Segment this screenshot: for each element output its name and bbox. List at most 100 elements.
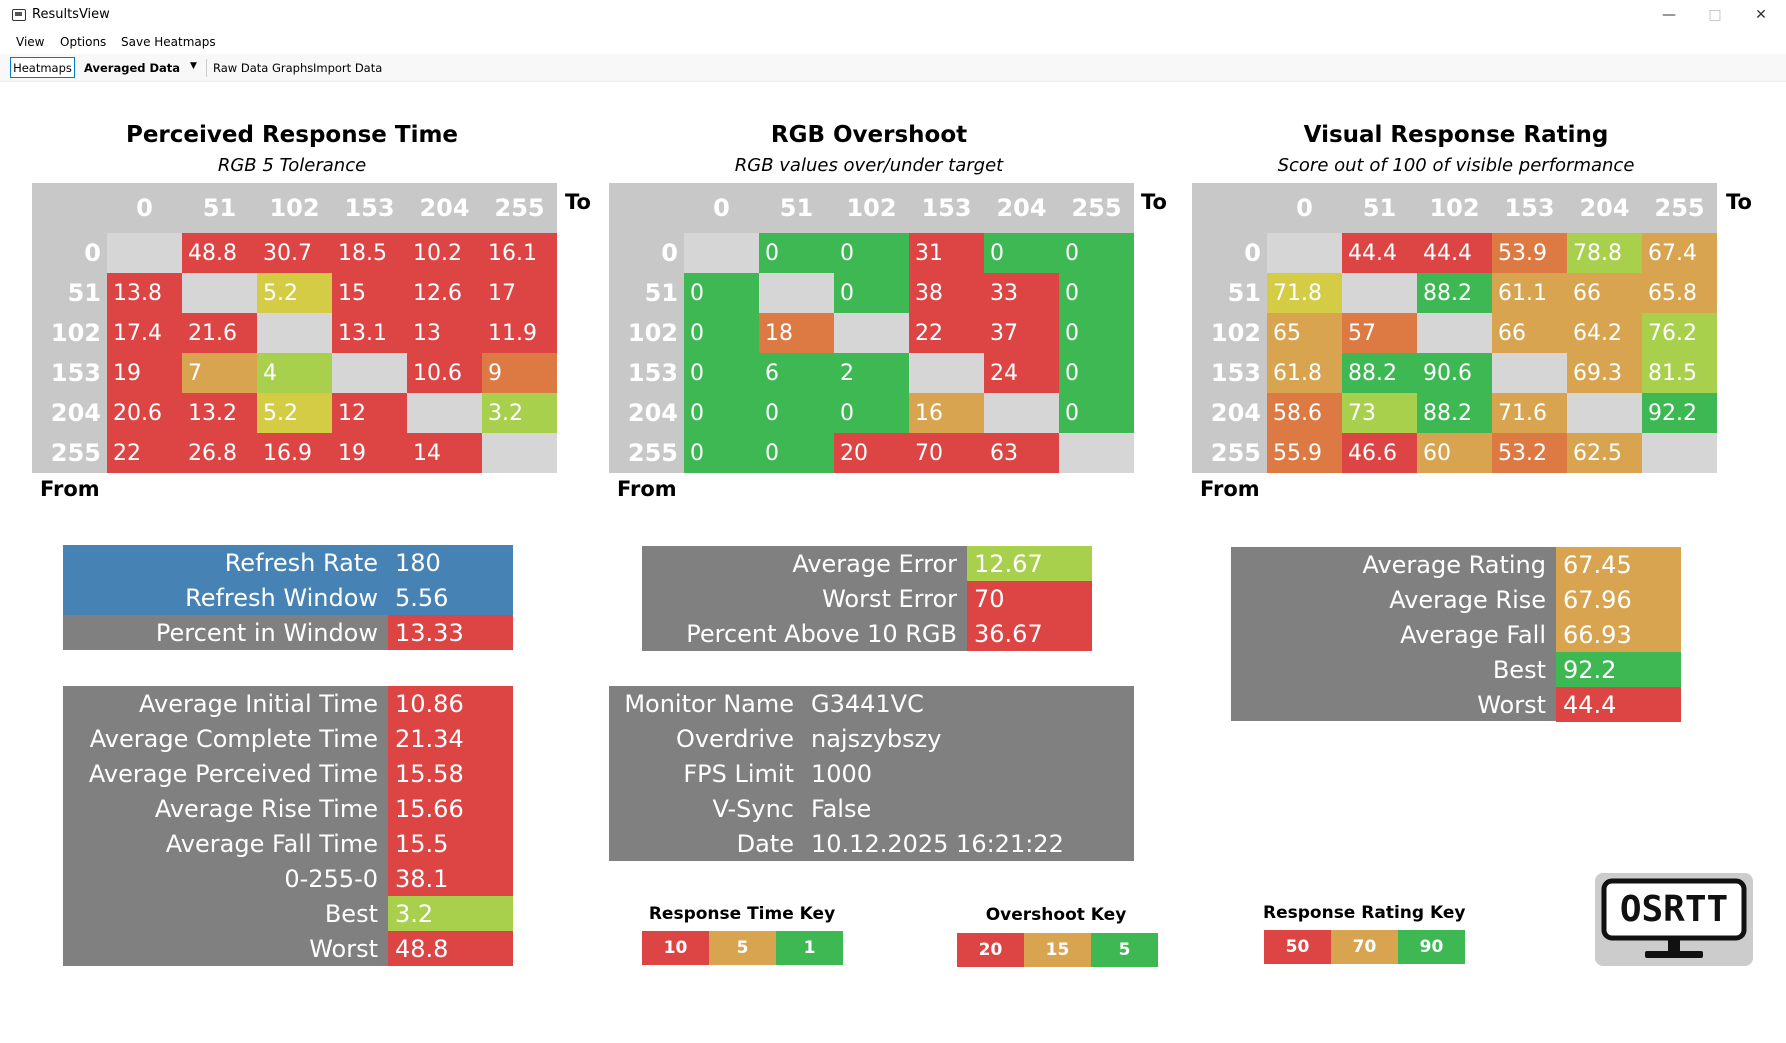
heatmap-cell: 0	[684, 353, 759, 393]
stat-value: 12.67	[967, 546, 1092, 581]
stat-label: Average Perceived Time	[88, 759, 378, 788]
row-header: 255	[50, 439, 101, 467]
heatmap-cell: 66	[1492, 313, 1567, 353]
column-header: 204	[1579, 194, 1630, 222]
heatmap-cell: 10.6	[407, 353, 482, 393]
key-title-response-time: Response Time Key	[648, 904, 836, 924]
column-header: 0	[136, 194, 153, 222]
heatmap-cell: 19	[107, 353, 182, 393]
row-header: 153	[627, 359, 678, 387]
heatmap-cell: 44.4	[1417, 233, 1492, 273]
row-header: 102	[1210, 319, 1261, 347]
row-header: 255	[1210, 439, 1261, 467]
menu-view[interactable]: View	[16, 35, 45, 49]
heatmap-cell: 81.5	[1642, 353, 1717, 393]
heatmap-cell: 18	[759, 313, 834, 353]
heatmap-subtitle-rating: Score out of 100 of visible performance	[1277, 155, 1635, 176]
column-header: 255	[494, 194, 545, 222]
stat-value: 70	[967, 581, 1092, 616]
column-header: 153	[344, 194, 395, 222]
stat-row: Average Rating 67.45	[1231, 547, 1681, 582]
heatmap-cell: 88.2	[1417, 273, 1492, 313]
key-title-rating: Response Rating Key	[1263, 903, 1466, 923]
menu-options[interactable]: Options	[60, 35, 107, 49]
heatmap-cell: 31	[909, 233, 984, 273]
heatmap-cell: 57	[1342, 313, 1417, 353]
heatmap-cell: 66	[1567, 273, 1642, 313]
heatmap-cell: 70	[909, 433, 984, 473]
minimize-icon: —	[1662, 7, 1676, 23]
heatmap-cell: 18.5	[332, 233, 407, 273]
raw-data-graphs-button[interactable]: Raw Data Graphs	[213, 61, 314, 75]
averaged-data-select[interactable]: Averaged Data	[84, 61, 181, 75]
stat-row: V-Sync False	[609, 791, 1134, 826]
column-header: 51	[1362, 194, 1397, 222]
heatmap-cell: 20	[834, 433, 909, 473]
stat-value: 92.2	[1556, 652, 1681, 687]
import-data-button[interactable]: Import Data	[313, 61, 383, 75]
heatmap-cell: 38	[909, 273, 984, 313]
heatmaps-button[interactable]: Heatmaps	[10, 57, 75, 78]
stat-label: Average Rise	[1389, 585, 1546, 614]
key-cell: 50	[1264, 930, 1331, 964]
osrtt-logo: OSRTT	[1595, 873, 1753, 966]
stat-row: Percent in Window 13.33	[63, 615, 513, 650]
app-icon	[12, 9, 26, 21]
heatmap-cell: 73	[1342, 393, 1417, 433]
heatmap-cell: 10.2	[407, 233, 482, 273]
stat-label: Average Rating	[1362, 550, 1546, 579]
title-bar	[0, 0, 1786, 30]
heatmap-cell: 48.8	[182, 233, 257, 273]
heatmap-cell: 3.2	[482, 393, 557, 433]
stat-value: 36.67	[967, 616, 1092, 651]
heatmap-cell: 16.1	[482, 233, 557, 273]
stat-value: 67.96	[1556, 582, 1681, 617]
heatmap-cell	[182, 273, 257, 313]
heatmap-cell: 37	[984, 313, 1059, 353]
stat-value: 48.8	[388, 931, 513, 966]
heatmap-cell: 0	[684, 433, 759, 473]
heatmap-cell: 78.8	[1567, 233, 1642, 273]
axis-to-label: To	[1726, 190, 1752, 214]
stat-value: 10.86	[388, 686, 513, 721]
close-button[interactable]: ✕	[1738, 0, 1784, 30]
toolbar-separator	[206, 59, 207, 77]
minimize-button[interactable]: —	[1646, 0, 1692, 30]
stat-label: Worst	[1477, 690, 1546, 719]
stat-label: Worst	[309, 934, 378, 963]
heatmap-cell	[1567, 393, 1642, 433]
stat-row: Average Initial Time 10.86	[63, 686, 513, 721]
menu-save-heatmaps[interactable]: Save Heatmaps	[121, 35, 216, 49]
heatmap-subtitle-response: RGB 5 Tolerance	[217, 155, 367, 176]
heatmap-cell: 24	[984, 353, 1059, 393]
heatmap-cell: 2	[834, 353, 909, 393]
stat-row: Refresh Rate 180	[63, 545, 513, 580]
axis-from-label: From	[1200, 477, 1260, 501]
stat-value: 180	[388, 545, 513, 580]
heatmap-title-overshoot: RGB Overshoot	[770, 122, 968, 148]
response-time-stats-panel: Average Initial Time 10.86 Average Complet…	[63, 686, 513, 966]
response-time-key: 10 5 1	[642, 931, 843, 965]
stat-label: 0-255-0	[284, 864, 378, 893]
heatmap-cell: 5.2	[257, 273, 332, 313]
heatmap-cell: 22	[107, 433, 182, 473]
row-header: 0	[661, 239, 678, 267]
heatmap-cell: 69.3	[1567, 353, 1642, 393]
chevron-down-icon[interactable]: ▼	[190, 61, 197, 71]
toolbar	[0, 54, 1786, 82]
axis-to-label: To	[1141, 190, 1167, 214]
heatmap-cell: 0	[1059, 273, 1134, 313]
row-header: 102	[50, 319, 101, 347]
menu-bar	[0, 30, 1786, 54]
column-header: 0	[1296, 194, 1313, 222]
heatmap-cell: 16	[909, 393, 984, 433]
heatmap-cell: 64.2	[1567, 313, 1642, 353]
column-header: 204	[419, 194, 470, 222]
stat-row: Date 10.12.2025 16:21:22	[609, 826, 1134, 861]
maximize-button[interactable]: □	[1692, 0, 1738, 30]
heatmap-cell: 16.9	[257, 433, 332, 473]
axis-from-label: From	[40, 477, 100, 501]
stat-value: 13.33	[388, 615, 513, 650]
heatmap-cell	[909, 353, 984, 393]
heatmap-cell: 17	[482, 273, 557, 313]
